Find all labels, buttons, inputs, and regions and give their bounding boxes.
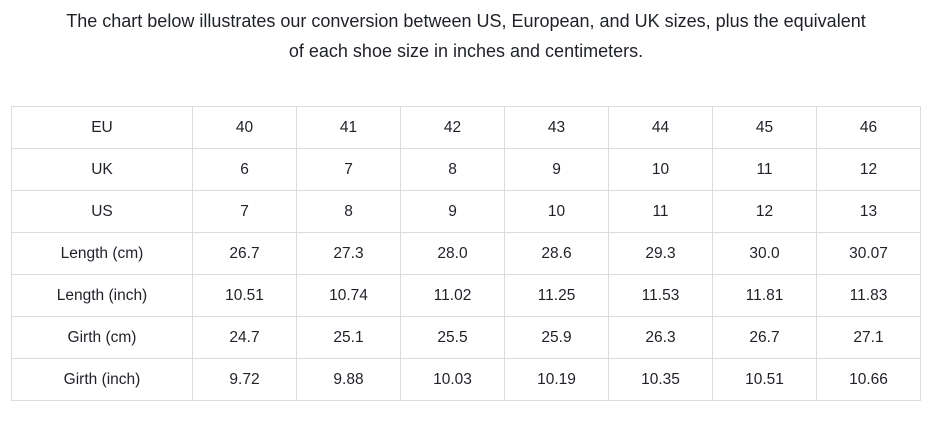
value-cell-length-cm-5: 30.0 — [712, 232, 817, 275]
row-label-uk: UK — [11, 148, 193, 191]
value-cell-uk-4: 10 — [608, 148, 713, 191]
size-table-body: EU 40 41 42 43 44 45 46 UK 6 7 8 9 10 11 12 US 7 8 9 10 11 12 1… — [11, 106, 921, 401]
row-label-length-cm: Length (cm) — [11, 232, 193, 275]
value-cell-girth-inch-4: 10.35 — [608, 358, 713, 401]
value-cell-uk-3: 9 — [504, 148, 609, 191]
value-cell-us-3: 10 — [504, 190, 609, 233]
value-cell-uk-2: 8 — [400, 148, 505, 191]
table-row-length-inch: Length (inch) 10.51 10.74 11.02 11.25 11.53 11… — [11, 274, 921, 317]
value-cell-girth-cm-6: 27.1 — [816, 316, 921, 359]
value-cell-length-inch-3: 11.25 — [504, 274, 609, 317]
value-cell-us-5: 12 — [712, 190, 817, 233]
value-cell-girth-cm-3: 25.9 — [504, 316, 609, 359]
value-cell-length-cm-0: 26.7 — [192, 232, 297, 275]
value-cell-length-inch-5: 11.81 — [712, 274, 817, 317]
value-cell-girth-cm-0: 24.7 — [192, 316, 297, 359]
value-cell-eu-2: 42 — [400, 106, 505, 149]
value-cell-eu-6: 46 — [816, 106, 921, 149]
row-label-length-inch: Length (inch) — [11, 274, 193, 317]
table-row-uk: UK 6 7 8 9 10 11 12 — [11, 148, 921, 191]
value-cell-eu-4: 44 — [608, 106, 713, 149]
table-row-girth-inch: Girth (inch) 9.72 9.88 10.03 10.19 10.35 10.51… — [11, 358, 921, 401]
value-cell-eu-0: 40 — [192, 106, 297, 149]
value-cell-eu-1: 41 — [296, 106, 401, 149]
value-cell-uk-6: 12 — [816, 148, 921, 191]
value-cell-length-cm-1: 27.3 — [296, 232, 401, 275]
row-label-girth-cm: Girth (cm) — [11, 316, 193, 359]
row-label-girth-inch: Girth (inch) — [11, 358, 193, 401]
value-cell-us-0: 7 — [192, 190, 297, 233]
value-cell-length-cm-2: 28.0 — [400, 232, 505, 275]
value-cell-length-inch-6: 11.83 — [816, 274, 921, 317]
value-cell-length-inch-1: 10.74 — [296, 274, 401, 317]
value-cell-girth-cm-5: 26.7 — [712, 316, 817, 359]
value-cell-length-inch-2: 11.02 — [400, 274, 505, 317]
value-cell-girth-cm-4: 26.3 — [608, 316, 713, 359]
value-cell-us-2: 9 — [400, 190, 505, 233]
value-cell-girth-inch-2: 10.03 — [400, 358, 505, 401]
table-row-eu: EU 40 41 42 43 44 45 46 — [11, 106, 921, 149]
value-cell-uk-1: 7 — [296, 148, 401, 191]
value-cell-length-cm-4: 29.3 — [608, 232, 713, 275]
value-cell-eu-5: 45 — [712, 106, 817, 149]
value-cell-length-inch-4: 11.53 — [608, 274, 713, 317]
value-cell-length-inch-0: 10.51 — [192, 274, 297, 317]
table-row-us: US 7 8 9 10 11 12 13 — [11, 190, 921, 233]
value-cell-uk-5: 11 — [712, 148, 817, 191]
value-cell-girth-inch-3: 10.19 — [504, 358, 609, 401]
value-cell-girth-inch-5: 10.51 — [712, 358, 817, 401]
value-cell-girth-inch-6: 10.66 — [816, 358, 921, 401]
value-cell-uk-0: 6 — [192, 148, 297, 191]
value-cell-us-6: 13 — [816, 190, 921, 233]
size-conversion-table: EU 40 41 42 43 44 45 46 UK 6 7 8 9 10 11 12 US 7 8 9 10 11 12 1… — [11, 106, 921, 401]
value-cell-girth-cm-2: 25.5 — [400, 316, 505, 359]
intro-text: The chart below illustrates our conversi… — [0, 0, 932, 66]
table-row-length-cm: Length (cm) 26.7 27.3 28.0 28.6 29.3 30.0 30.07 — [11, 232, 921, 275]
value-cell-length-cm-3: 28.6 — [504, 232, 609, 275]
intro-line-2: of each shoe size in inches and centimet… — [288, 41, 644, 61]
value-cell-length-cm-6: 30.07 — [816, 232, 921, 275]
row-label-us: US — [11, 190, 193, 233]
table-row-girth-cm: Girth (cm) 24.7 25.1 25.5 25.9 26.3 26.7 27.1 — [11, 316, 921, 359]
value-cell-girth-inch-1: 9.88 — [296, 358, 401, 401]
value-cell-girth-inch-0: 9.72 — [192, 358, 297, 401]
value-cell-girth-cm-1: 25.1 — [296, 316, 401, 359]
row-label-eu: EU — [11, 106, 193, 149]
value-cell-eu-3: 43 — [504, 106, 609, 149]
value-cell-us-4: 11 — [608, 190, 713, 233]
value-cell-us-1: 8 — [296, 190, 401, 233]
intro-line-1: The chart below illustrates our conversi… — [66, 11, 866, 31]
